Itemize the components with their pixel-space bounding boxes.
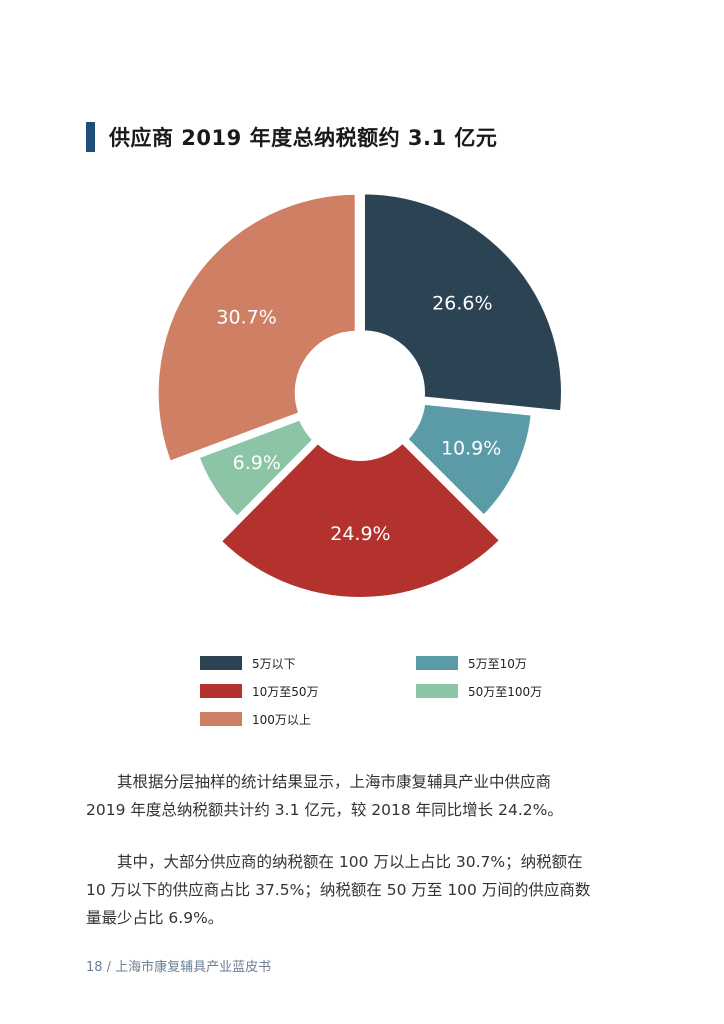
- legend-item-5w-10w: 5万至10万: [416, 652, 527, 674]
- legend-swatch: [416, 684, 458, 698]
- legend-label: 50万至100万: [468, 684, 543, 699]
- chart-legend: 5万以下 5万至10万 10万至50万 50万至100万 100万以上: [200, 648, 620, 738]
- donut-chart: 26.6% 10.9% 24.9% 6.9% 30.7%: [154, 190, 565, 601]
- legend-swatch: [416, 656, 458, 670]
- legend-label: 10万至50万: [252, 684, 319, 699]
- legend-swatch: [200, 656, 242, 670]
- page-footer: 18 / 上海市康复辅具产业蓝皮书: [86, 960, 272, 975]
- label-10w-50w: 24.9%: [330, 523, 390, 545]
- legend-item-under-5w: 5万以下: [200, 652, 296, 674]
- slice-10w-50w: [216, 438, 505, 601]
- slice-under-5w: [360, 190, 565, 415]
- text-line: 10 万以下的供应商占比 37.5%；纳税额在 50 万至 100 万间的供应商…: [86, 881, 591, 899]
- label-under-5w: 26.6%: [432, 292, 492, 314]
- chart-heading: 供应商 2019 年度总纳税额约 3.1 亿元: [109, 126, 498, 150]
- legend-label: 5万以下: [252, 656, 296, 671]
- text-line: 2019 年度总纳税额共计约 3.1 亿元，较 2018 年同比增长 24.2%…: [86, 801, 563, 819]
- legend-item-10w-50w: 10万至50万: [200, 680, 319, 702]
- text-line: 量最少占比 6.9%。: [86, 909, 224, 927]
- legend-label: 5万至10万: [468, 656, 527, 671]
- slice-over-100w: [154, 190, 359, 466]
- legend-item-50w-100w: 50万至100万: [416, 680, 542, 702]
- label-5w-10w: 10.9%: [441, 438, 501, 460]
- body-paragraph-2: 其中，大部分供应商的纳税额在 100 万以上占比 30.7%；纳税额在 10 万…: [86, 848, 646, 932]
- text-line: 其中，大部分供应商的纳税额在 100 万以上占比 30.7%；纳税额在: [117, 853, 583, 871]
- text-line: 其根据分层抽样的统计结果显示，上海市康复辅具产业中供应商: [117, 773, 552, 791]
- legend-swatch: [200, 712, 242, 726]
- slice-50w-100w: [194, 415, 318, 521]
- body-paragraph-1: 其根据分层抽样的统计结果显示，上海市康复辅具产业中供应商 2019 年度总纳税额…: [86, 768, 646, 824]
- label-50w-100w: 6.9%: [233, 452, 281, 474]
- label-over-100w: 30.7%: [216, 306, 276, 328]
- legend-swatch: [200, 684, 242, 698]
- legend-item-over-100w: 100万以上: [200, 708, 311, 730]
- section-heading: 供应商 2019 年度总纳税额约 3.1 亿元: [86, 120, 497, 154]
- slice-5w-10w: [403, 400, 535, 520]
- heading-accent-bar: [86, 122, 95, 152]
- legend-label: 100万以上: [252, 712, 311, 727]
